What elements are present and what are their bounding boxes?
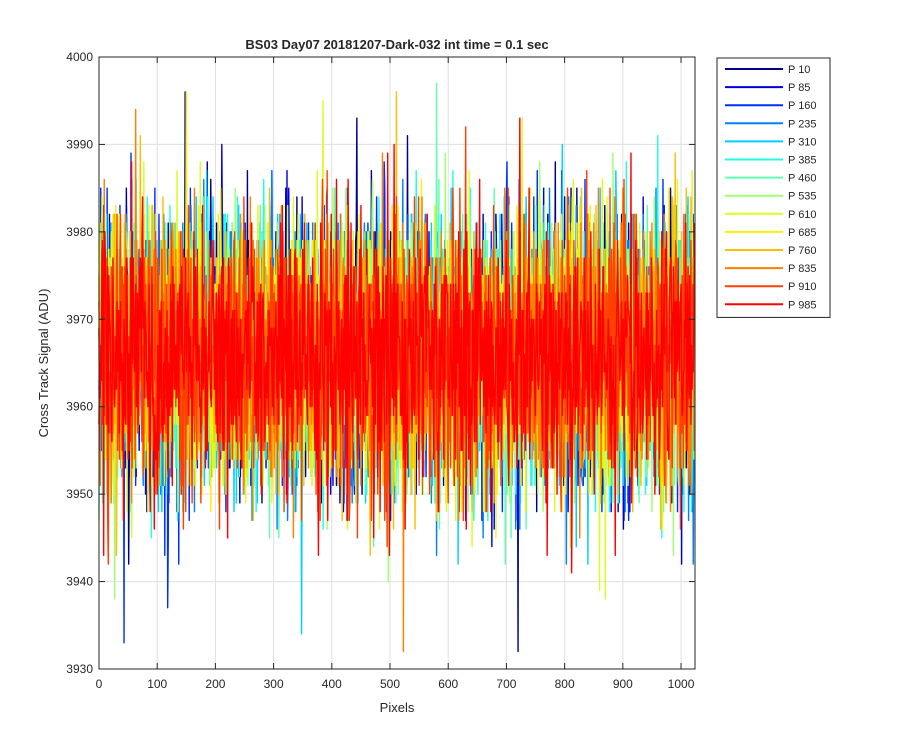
legend-label: P 835: [788, 263, 817, 275]
y-tick-label: 3970: [66, 312, 93, 326]
legend-label: P 310: [788, 136, 817, 148]
y-tick-label: 3980: [66, 225, 93, 239]
legend-label: P 610: [788, 209, 817, 221]
x-axis-label: Pixels: [380, 700, 415, 715]
legend-label: P 760: [788, 245, 817, 257]
y-tick-label: 3950: [66, 487, 93, 501]
series-line-p-985: [98, 117, 696, 574]
x-tick-label: 300: [264, 677, 284, 691]
axis-ticks: 0 100 200 300 400 500 600 700 800 900 1000 3930 3940…: [66, 50, 695, 691]
x-tick-label: 600: [438, 677, 458, 691]
y-tick-label: 3990: [66, 137, 93, 151]
legend-label: P 385: [788, 155, 817, 167]
x-tick-label: 100: [147, 677, 167, 691]
y-axis-label: Cross Track Signal (ADU): [36, 289, 51, 438]
x-tick-label: 700: [496, 677, 516, 691]
axes-box: [98, 56, 696, 670]
legend-label: P 85: [788, 82, 810, 94]
legend-label: P 685: [788, 227, 817, 239]
legend-box: [716, 57, 831, 318]
legend-label: P 460: [788, 173, 817, 185]
y-tick-label: 3930: [66, 662, 93, 676]
legend-label: P 10: [788, 64, 810, 76]
plot-lines: [98, 82, 696, 653]
legend: P 10 P 85 P 160 P 235 P 310 P 385 P 460 P 535 P …: [716, 57, 831, 318]
y-tick-label: 4000: [66, 50, 93, 64]
y-tick-label: 3940: [66, 575, 93, 589]
x-tick-label: 0: [96, 677, 103, 691]
x-tick-label: 400: [322, 677, 342, 691]
legend-label: P 910: [788, 281, 817, 293]
x-tick-label: 200: [205, 677, 225, 691]
x-tick-label: 1000: [668, 677, 695, 691]
x-tick-label: 900: [613, 677, 633, 691]
legend-label: P 535: [788, 191, 817, 203]
legend-label: P 235: [788, 118, 817, 130]
x-tick-label: 500: [380, 677, 400, 691]
y-tick-label: 3960: [66, 400, 93, 414]
chart-title: BS03 Day07 20181207-Dark-032 int time = …: [245, 37, 548, 52]
legend-label: P 160: [788, 100, 817, 112]
legend-label: P 985: [788, 299, 817, 311]
x-tick-label: 800: [555, 677, 575, 691]
